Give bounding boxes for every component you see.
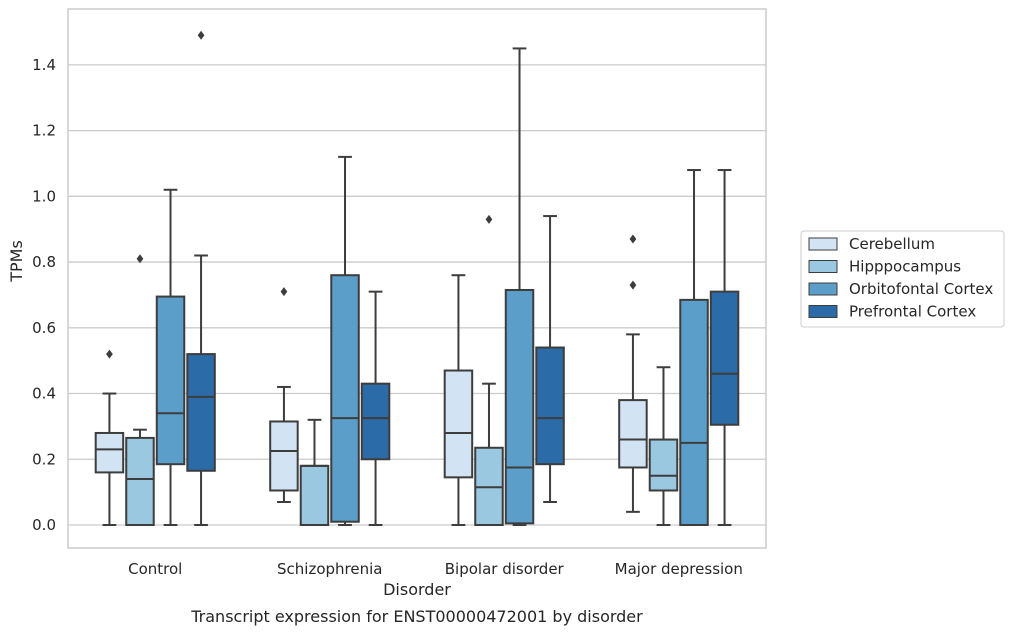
iqr-box	[443, 369, 474, 479]
box-orbitofontal-cortex	[330, 155, 360, 526]
box-hipppocampus	[474, 214, 504, 526]
y-tick-label: 0.4	[32, 385, 56, 403]
outlier-point	[197, 30, 205, 40]
outlier-point	[629, 280, 637, 290]
legend-swatch	[808, 305, 838, 318]
iqr-box	[125, 436, 155, 526]
y-tick-labels: 0.0 0.2 0.4 0.6 0.8 1.0 1.2 1.4	[32, 56, 56, 534]
legend: Cerebellum Hipppocampus Orbitofontal Corte…	[800, 230, 1005, 328]
iqr-box	[269, 420, 299, 492]
legend-swatch	[808, 237, 838, 251]
iqr-box	[360, 382, 391, 461]
box-prefrontal-cortex	[186, 30, 216, 526]
legend-frame	[800, 230, 1005, 328]
x-tick-labels: Control Schizophrenia Bipolar disorder Majo…	[128, 560, 743, 578]
iqr-box	[299, 464, 330, 526]
y-tick-label: 0.0	[32, 516, 56, 534]
y-tick-label: 0.8	[32, 253, 56, 271]
x-tick-label: Control	[128, 560, 182, 578]
iqr-box	[155, 295, 186, 466]
iqr-box	[709, 290, 740, 426]
legend-swatch	[808, 282, 838, 296]
iqr-box	[535, 346, 565, 466]
category-group	[269, 155, 391, 526]
iqr-box	[679, 298, 709, 526]
box-hipppocampus	[648, 366, 679, 526]
box-orbitofontal-cortex	[679, 169, 709, 526]
iqr-box	[94, 431, 125, 474]
x-tick-label: Bipolar disorder	[445, 560, 565, 578]
box-groups	[94, 30, 740, 526]
y-axis-label: TPMs	[7, 240, 26, 283]
iqr-box	[186, 353, 216, 472]
category-group	[443, 47, 565, 526]
plot-frame	[67, 8, 767, 549]
box-orbitofontal-cortex	[504, 47, 535, 526]
box-cerebellum	[269, 287, 299, 503]
outlier-point	[629, 234, 637, 244]
legend-label: Prefrontal Cortex	[849, 303, 976, 321]
category-group	[94, 30, 216, 526]
box-prefrontal-cortex	[360, 290, 391, 526]
outlier-point	[106, 349, 113, 359]
category-group	[618, 169, 740, 526]
iqr-box	[330, 274, 360, 523]
outlier-point	[485, 214, 493, 224]
legend-swatch	[808, 260, 838, 273]
y-tick-label: 1.2	[32, 122, 56, 140]
box-prefrontal-cortex	[535, 215, 565, 503]
outlier-point	[280, 287, 288, 297]
legend-label: Hipppocampus	[849, 258, 961, 276]
x-axis-label: Disorder	[383, 580, 451, 599]
outlier-point	[136, 254, 144, 264]
box-prefrontal-cortex	[709, 169, 740, 526]
legend-label: Orbitofontal Cortex	[849, 280, 993, 298]
box-orbitofontal-cortex	[155, 188, 186, 526]
chart-caption: Transcript expression for ENST0000047200…	[190, 607, 643, 626]
box-cerebellum	[618, 234, 648, 513]
y-tick-label: 0.2	[32, 450, 56, 468]
y-tick-label: 1.4	[32, 56, 56, 74]
legend-label: Cerebellum	[849, 235, 935, 253]
box-cerebellum	[94, 349, 125, 526]
box-hipppocampus	[299, 418, 330, 526]
box-cerebellum	[443, 274, 474, 526]
x-tick-label: Major depression	[615, 560, 743, 578]
y-tick-label: 1.0	[32, 187, 56, 205]
iqr-box	[504, 289, 535, 525]
iqr-box	[648, 438, 679, 492]
iqr-box	[618, 399, 648, 469]
x-tick-label: Schizophrenia	[277, 560, 382, 578]
y-tick-label: 0.6	[32, 319, 56, 337]
box-hipppocampus	[125, 254, 155, 526]
